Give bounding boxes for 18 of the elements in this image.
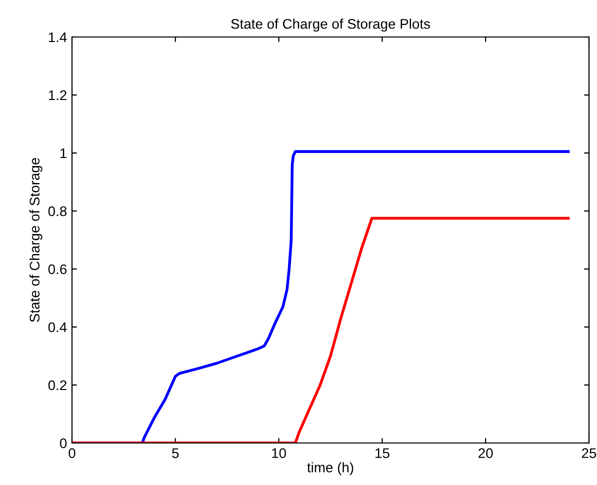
x-axis-title: time (h) — [307, 462, 354, 476]
x-tick-label: 5 — [172, 448, 179, 458]
y-tick-label: 0.4 — [48, 322, 67, 332]
x-tick-label: 15 — [376, 448, 390, 458]
x-tick-label: 20 — [478, 448, 493, 458]
x-tick-label: 25 — [582, 448, 596, 458]
x-tick-label: 10 — [272, 448, 286, 458]
y-tick-label: 0.8 — [48, 206, 67, 216]
y-axis-title: State of Charge of Storage — [29, 158, 42, 322]
y-tick-label: 1 — [60, 148, 66, 158]
x-tick-label: 0 — [68, 448, 76, 458]
y-tick-label: 1.4 — [48, 32, 67, 42]
y-tick-label: 0.6 — [48, 264, 67, 274]
line-series — [72, 216, 570, 443]
y-tick-label: 0 — [60, 438, 67, 448]
y-tick-label: 1.2 — [48, 90, 66, 100]
y-tick-label: 0.2 — [48, 380, 66, 390]
chart-title: State of Charge of Storage Plots — [231, 18, 430, 32]
